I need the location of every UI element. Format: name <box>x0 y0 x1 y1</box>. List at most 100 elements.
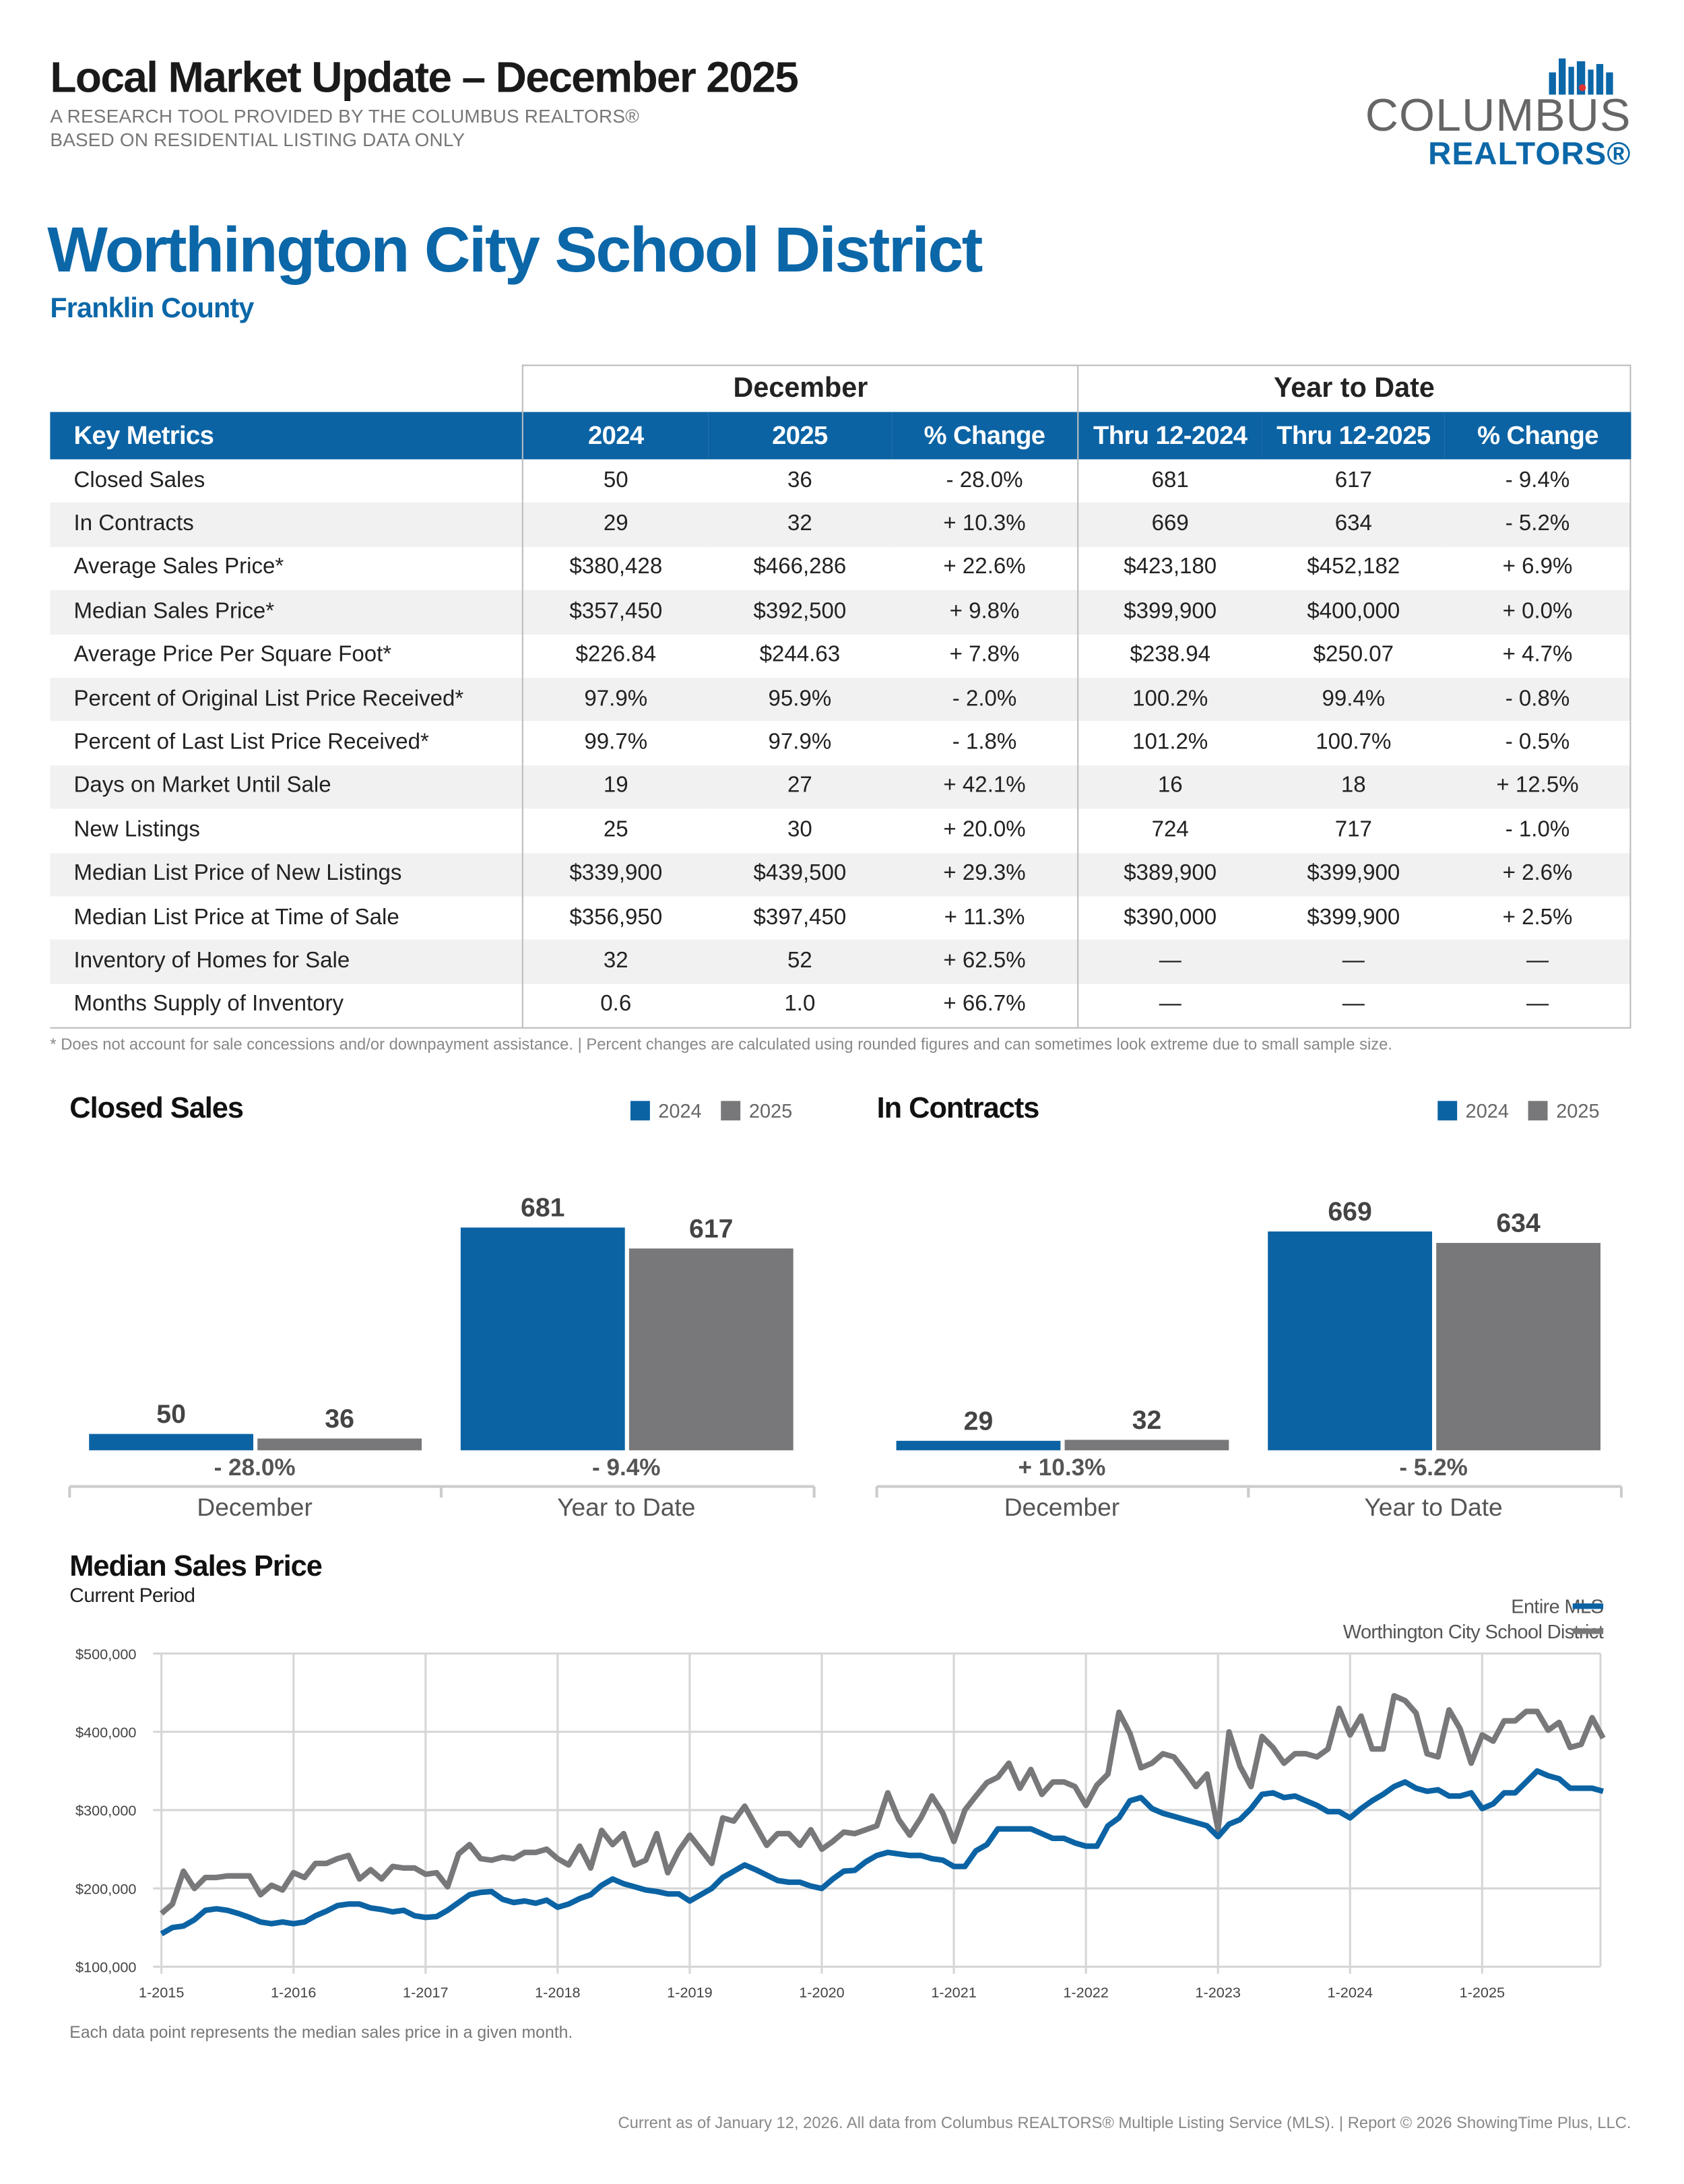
bar-2025-december <box>257 1438 422 1450</box>
metric-value: $357,450 <box>522 590 709 635</box>
metric-name: Average Price Per Square Foot* <box>73 643 392 668</box>
metric-value: — <box>1077 940 1262 984</box>
metric-value: 617 <box>1334 468 1372 492</box>
metric-value: + 11.3% <box>944 905 1025 930</box>
metric-value: 97.9% <box>768 730 832 754</box>
metric-value: + 10.3% <box>891 503 1078 547</box>
legend-swatch-2024 <box>630 1101 650 1121</box>
metric-value: 27 <box>708 765 892 809</box>
metric-value: 25 <box>522 808 709 853</box>
metric-value: - 28.0% <box>946 468 1023 492</box>
metric-value: - 9.4% <box>1445 459 1631 503</box>
metric-name: Days on Market Until Sale <box>50 765 523 809</box>
change-label: - 9.4% <box>592 1454 660 1481</box>
metric-value: — <box>1077 984 1262 1029</box>
x-tick-label: 1-2019 <box>667 1984 713 2001</box>
metric-value: — <box>1445 940 1631 984</box>
category-label: Year to Date <box>557 1493 695 1521</box>
median-price-chart: $100,000 $200,000 $300,000 $400,000 $500,000… <box>75 1646 1606 2001</box>
metric-name: New Listings <box>73 818 200 842</box>
category-label: December <box>1004 1493 1120 1521</box>
x-tick-label: 1-2023 <box>1195 1984 1241 2001</box>
legend-line-district <box>1572 1628 1604 1634</box>
metric-value: 29 <box>522 503 709 547</box>
y-tick-label: $100,000 <box>75 1959 136 1976</box>
metric-name: Months Supply of Inventory <box>50 984 523 1029</box>
metric-value: 50 <box>522 459 709 503</box>
column-header: 2024 <box>522 412 709 459</box>
closed-sales-chart: 50 36 - 28.0% December 681 617 - 9.4% Year to D… <box>68 1193 816 1521</box>
metric-value: $399,900 <box>1262 852 1446 897</box>
table-row: Median List Price at Time of Sale $356,95… <box>50 896 1631 940</box>
legend-line-mls <box>1572 1603 1604 1609</box>
metric-value: + 29.3% <box>891 852 1078 897</box>
metric-name: Median List Price at Time of Sale <box>73 905 399 930</box>
key-metrics-table: December Year to Date Key Metrics 2024 2… <box>50 364 1631 1029</box>
metric-name: Closed Sales <box>73 468 205 492</box>
group-header-december: December <box>522 364 1078 412</box>
metric-value: - 0.8% <box>1445 678 1631 721</box>
in-contracts-title: In Contracts <box>876 1092 1040 1125</box>
closed-sales-title: Closed Sales <box>69 1092 244 1125</box>
bar-value-label: 50 <box>156 1399 186 1429</box>
metric-value: + 42.1% <box>891 765 1078 809</box>
median-price-title: Median Sales Price <box>69 1550 323 1583</box>
table-row: Median List Price of New Listings $339,90… <box>50 852 1631 897</box>
metric-name: Median List Price of New Listings <box>50 852 523 897</box>
metric-value: + 12.5% <box>1445 765 1631 809</box>
metric-value: + 4.7% <box>1445 634 1631 678</box>
metric-value: 724 <box>1077 808 1262 853</box>
line-legend: Entire MLS Worthington City School Distr… <box>1343 1594 1604 1644</box>
metric-value: $466,286 <box>753 556 847 580</box>
metric-value: 97.9% <box>522 678 709 721</box>
metric-value: + 7.8% <box>949 643 1020 668</box>
bar-2025-year-to-date <box>1436 1243 1601 1450</box>
metric-name: Average Sales Price* <box>73 556 284 580</box>
county-name: Franklin County <box>50 293 254 325</box>
metric-value: 95.9% <box>708 678 892 721</box>
metric-value: - 0.5% <box>1445 721 1631 765</box>
category-label: Year to Date <box>1364 1493 1502 1521</box>
chart-note: Each data point represents the median sa… <box>69 2022 573 2042</box>
metric-value: — <box>1262 984 1446 1029</box>
bar-value-label: 32 <box>1132 1405 1162 1435</box>
change-label: - 28.0% <box>214 1454 296 1481</box>
metric-name: In Contracts <box>50 503 523 547</box>
metric-value: - 2.0% <box>891 678 1078 721</box>
metric-value: $423,180 <box>1077 546 1262 591</box>
metric-value: $389,900 <box>1077 852 1262 897</box>
x-tick-label: 1-2018 <box>535 1984 581 2001</box>
report-subtitle: A RESEARCH TOOL PROVIDED BY THE COLUMBUS… <box>50 106 639 127</box>
metric-value: 0.6 <box>522 984 709 1029</box>
skyline-icon <box>1549 58 1613 95</box>
metric-value: + 9.8% <box>891 590 1078 635</box>
column-header: % Change <box>1445 412 1631 459</box>
legend-label: 2025 <box>748 1099 793 1122</box>
metric-value: 634 <box>1262 503 1446 547</box>
metric-value: 99.4% <box>1262 678 1446 721</box>
group-header-ytd: Year to Date <box>1077 364 1631 412</box>
metric-value: 18 <box>1262 765 1446 809</box>
bar-2024-december <box>89 1434 254 1450</box>
metric-value: + 2.5% <box>1445 896 1631 940</box>
logo-text-columbus: COLUMBUS <box>1365 89 1631 141</box>
legend-label: 2025 <box>1556 1099 1600 1122</box>
bar-value-label: 681 <box>521 1193 565 1223</box>
change-label: - 5.2% <box>1399 1454 1467 1481</box>
bar-value-label: 617 <box>689 1214 734 1244</box>
bar-value-label: 29 <box>964 1406 994 1436</box>
metric-value: 32 <box>708 503 892 547</box>
metric-value: 100.2% <box>1077 678 1262 721</box>
x-tick-label: 1-2016 <box>271 1984 317 2001</box>
metric-value: $390,000 <box>1077 896 1262 940</box>
metric-value: $380,428 <box>522 546 709 591</box>
metric-value: — <box>1262 940 1446 984</box>
table-row: New Listings 25 30 + 20.0% 724 717 - 1.0% <box>50 808 1631 853</box>
x-tick-label: 1-2024 <box>1327 1984 1373 2001</box>
legend-swatch-2025 <box>721 1101 741 1121</box>
x-tick-label: 1-2021 <box>931 1984 977 2001</box>
metric-value: + 2.6% <box>1445 852 1631 897</box>
table-row: In Contracts 29 32 + 10.3% 669 634- 5.2% <box>50 503 1631 547</box>
metric-value: 30 <box>787 818 812 842</box>
